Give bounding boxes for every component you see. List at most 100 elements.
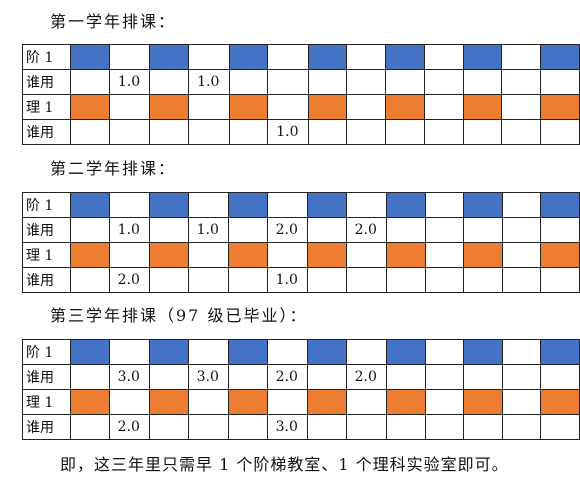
- occupied-slot-cell: [149, 44, 190, 70]
- occupied-slot-cell: [462, 94, 503, 120]
- table-row: 谁用 2.0 3.0: [21, 414, 580, 440]
- occupied-slot-cell: [307, 94, 348, 120]
- empty-slot-cell: [70, 267, 110, 293]
- occupied-slot-cell: [149, 94, 190, 120]
- row-label: 谁用: [21, 69, 72, 95]
- table-row: 谁用 1.0: [21, 119, 580, 145]
- empty-slot-cell: [424, 267, 465, 293]
- empty-slot-cell: [188, 119, 230, 145]
- empty-slot-cell: [501, 267, 542, 293]
- usage-value: 2.0: [354, 369, 377, 385]
- empty-slot-cell: [386, 364, 426, 390]
- occupied-slot-cell: [385, 44, 425, 70]
- empty-slot-cell: [228, 119, 269, 145]
- usage-value-cell: 1.0: [108, 69, 151, 95]
- empty-slot-cell: [424, 242, 465, 268]
- occupied-slot-cell: [70, 339, 110, 365]
- usage-value: 2.0: [117, 419, 140, 435]
- usage-value-cell: 2.0: [108, 414, 151, 440]
- empty-slot-cell: [346, 69, 387, 95]
- row-label: 谁用: [21, 364, 72, 390]
- empty-slot-cell: [386, 217, 426, 243]
- empty-slot-cell: [345, 339, 388, 365]
- empty-slot-cell: [345, 414, 388, 440]
- table-row: 谁用 2.0 1.0: [21, 267, 580, 293]
- occupied-slot-cell: [228, 242, 268, 268]
- occupied-slot-cell: [228, 94, 269, 120]
- empty-slot-cell: [346, 44, 387, 70]
- empty-slot-cell: [345, 389, 388, 415]
- empty-slot-cell: [463, 217, 503, 243]
- empty-slot-cell: [501, 217, 542, 243]
- usage-value-cell: 2.0: [345, 217, 388, 243]
- empty-slot-cell: [187, 389, 230, 415]
- table-row: 理 1: [21, 242, 580, 268]
- empty-slot-cell: [346, 94, 387, 120]
- empty-slot-cell: [228, 414, 268, 440]
- empty-slot-cell: [187, 339, 230, 365]
- empty-slot-cell: [540, 267, 580, 293]
- usage-value-cell: 2.0: [266, 217, 309, 243]
- schedule-table-3: 阶 1 谁用 3.0 3.0 2.0 2.0 理 1 谁用 2.0 3.0: [21, 339, 580, 440]
- occupied-slot-cell: [307, 242, 347, 268]
- row-label: 谁用: [21, 414, 72, 440]
- empty-slot-cell: [385, 69, 425, 95]
- empty-slot-cell: [307, 414, 347, 440]
- empty-slot-cell: [307, 267, 347, 293]
- empty-slot-cell: [188, 94, 230, 120]
- empty-slot-cell: [423, 119, 464, 145]
- empty-slot-cell: [345, 192, 388, 218]
- table-row: 谁用 1.0 1.0: [21, 69, 580, 95]
- empty-slot-cell: [423, 44, 464, 70]
- section-2-heading: 第二学年排课：: [50, 159, 177, 178]
- empty-slot-cell: [266, 339, 309, 365]
- empty-slot-cell: [228, 267, 268, 293]
- empty-slot-cell: [267, 44, 309, 70]
- usage-value: 3.0: [117, 369, 140, 385]
- occupied-slot-cell: [307, 192, 347, 218]
- occupied-slot-cell: [228, 339, 268, 365]
- occupied-slot-cell: [463, 242, 503, 268]
- occupied-slot-cell: [540, 389, 580, 415]
- empty-slot-cell: [108, 192, 151, 218]
- usage-value-cell: 1.0: [266, 267, 309, 293]
- empty-slot-cell: [70, 69, 110, 95]
- empty-slot-cell: [108, 44, 151, 70]
- occupied-slot-cell: [386, 339, 426, 365]
- usage-value-cell: 2.0: [345, 364, 388, 390]
- row-label: 理 1: [21, 242, 72, 268]
- occupied-slot-cell: [149, 339, 189, 365]
- empty-slot-cell: [307, 217, 347, 243]
- occupied-slot-cell: [228, 389, 268, 415]
- empty-slot-cell: [188, 44, 230, 70]
- empty-slot-cell: [149, 119, 190, 145]
- table-row: 理 1: [21, 94, 580, 120]
- usage-value: 2.0: [117, 272, 140, 288]
- empty-slot-cell: [386, 414, 426, 440]
- occupied-slot-cell: [540, 94, 580, 120]
- schedule-table-2: 阶 1 谁用 1.0 1.0 2.0 2.0 理 1 谁用 2.0 1.0: [21, 192, 580, 293]
- occupied-slot-cell: [463, 192, 503, 218]
- summary-text: 即，这三年里只需早 1 个阶梯教室、1 个理科实验室即可。: [60, 455, 509, 474]
- usage-value: 3.0: [275, 419, 298, 435]
- empty-slot-cell: [149, 414, 189, 440]
- usage-value-cell: 3.0: [266, 414, 309, 440]
- empty-slot-cell: [149, 364, 189, 390]
- row-label: 阶 1: [21, 44, 72, 70]
- table-row: 阶 1: [21, 44, 580, 70]
- empty-slot-cell: [108, 119, 151, 145]
- empty-slot-cell: [266, 389, 309, 415]
- empty-slot-cell: [424, 217, 465, 243]
- empty-slot-cell: [501, 119, 542, 145]
- empty-slot-cell: [423, 94, 464, 120]
- table-row: 谁用 3.0 3.0 2.0 2.0: [21, 364, 580, 390]
- empty-slot-cell: [501, 339, 542, 365]
- occupied-slot-cell: [463, 389, 503, 415]
- empty-slot-cell: [501, 192, 542, 218]
- occupied-slot-cell: [149, 242, 189, 268]
- occupied-slot-cell: [540, 44, 580, 70]
- empty-slot-cell: [540, 364, 580, 390]
- empty-slot-cell: [540, 414, 580, 440]
- empty-slot-cell: [70, 414, 110, 440]
- empty-slot-cell: [149, 267, 189, 293]
